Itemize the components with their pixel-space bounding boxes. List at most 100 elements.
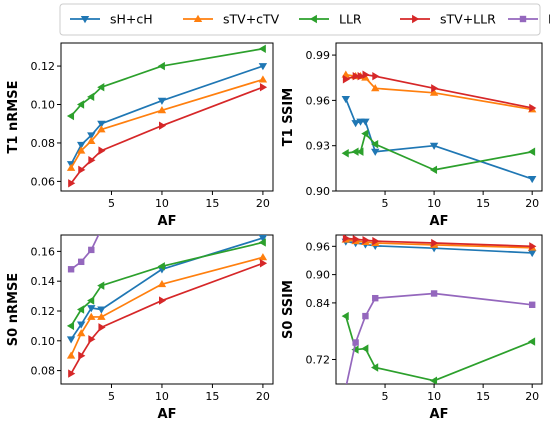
data-point-sh-ch bbox=[527, 175, 537, 184]
legend-entry-stv-llr: sTV+LLR bbox=[400, 12, 496, 27]
data-point-ls bbox=[372, 294, 379, 302]
data-point-ls bbox=[67, 266, 75, 273]
y-tick-label: 0.12 bbox=[31, 305, 56, 318]
data-point-stv-llr bbox=[98, 323, 106, 332]
data-point-sh-ch bbox=[429, 142, 439, 150]
data-point-stv-llr bbox=[372, 236, 380, 246]
y-tick-label: 0.72 bbox=[306, 353, 331, 366]
data-point-stv-llr bbox=[342, 75, 351, 84]
y-tick-label: 0.93 bbox=[306, 140, 331, 153]
series-line-sh-ch bbox=[70, 65, 264, 165]
data-point-stv-llr bbox=[352, 235, 360, 244]
data-point-stv-ctv bbox=[97, 312, 106, 320]
x-tick-label: 5 bbox=[382, 390, 389, 403]
x-axis-label: AF bbox=[430, 407, 449, 422]
data-point-llr bbox=[351, 345, 359, 354]
data-point-stv-ctv bbox=[97, 125, 106, 133]
series-line-sh-ch bbox=[70, 237, 264, 340]
data-point-stv-llr bbox=[352, 72, 360, 81]
data-point-ls bbox=[430, 290, 438, 297]
data-point-llr bbox=[87, 92, 95, 102]
data-point-stv-llr bbox=[88, 335, 96, 344]
series-line-llr bbox=[344, 315, 533, 382]
data-point-ls bbox=[528, 301, 536, 308]
panel-s0-nrmse: 5 10 15 20 0.08 0.10 0.12 0.14 0.16 AF S0 nRMSE bbox=[6, 234, 274, 422]
plot-area bbox=[66, 44, 268, 188]
panel-t1-nrmse: 5 10 15 20 0.06 0.08 0.10 0.12 AF T1 nRMSE bbox=[6, 42, 274, 229]
y-tick-label: 0.10 bbox=[31, 335, 56, 348]
data-point-stv-ctv bbox=[157, 279, 167, 288]
y-tick-label: 0.90 bbox=[306, 185, 331, 198]
legend-marker-sh-ch bbox=[80, 16, 90, 24]
y-tick-label: 0.08 bbox=[31, 365, 56, 378]
data-point-stv-ctv bbox=[258, 75, 268, 83]
legend-entry-stv-ctv: sTV+cTV bbox=[183, 12, 280, 27]
data-point-stv-llr bbox=[431, 84, 439, 93]
data-point-stv-ctv bbox=[87, 312, 96, 320]
data-point-ls bbox=[77, 258, 85, 266]
data-point-ls bbox=[352, 339, 359, 346]
legend-marker-llr bbox=[309, 14, 317, 24]
y-axis-label: S0 nRMSE bbox=[6, 273, 21, 346]
series-stv-ctv bbox=[66, 75, 268, 171]
y-tick-label: 0.99 bbox=[306, 49, 331, 62]
data-point-llr bbox=[157, 61, 165, 71]
y-axis-label: S0 SSIM bbox=[281, 280, 296, 339]
legend: sH+cH sTV+cTV LLR sTV+LLR LS bbox=[59, 3, 550, 36]
x-axis-label: AF bbox=[430, 214, 449, 229]
axes-frame bbox=[335, 42, 543, 192]
data-point-sh-ch bbox=[76, 141, 86, 150]
data-point-stv-ctv bbox=[66, 351, 76, 359]
legend-marker-stv-llr bbox=[412, 14, 420, 24]
data-point-stv-ctv bbox=[87, 136, 96, 144]
legend-label: sH+cH bbox=[110, 12, 153, 27]
data-point-llr bbox=[87, 296, 95, 305]
data-point-llr bbox=[157, 262, 165, 271]
data-point-llr bbox=[76, 100, 85, 109]
data-point-stv-llr bbox=[68, 179, 76, 188]
series-stv-ctv bbox=[66, 253, 268, 359]
series-line-stv-ctv bbox=[70, 256, 264, 357]
data-point-llr bbox=[66, 321, 75, 331]
y-tick-label: 0.10 bbox=[31, 99, 56, 112]
y-tick-label: 0.96 bbox=[306, 240, 331, 253]
y-tick-label: 0.96 bbox=[306, 94, 331, 107]
legend-label: sTV+LLR bbox=[440, 12, 496, 27]
series-sh-ch bbox=[66, 63, 268, 169]
series-stv-ctv bbox=[341, 70, 537, 113]
series-line-sh-ch bbox=[345, 98, 533, 180]
x-tick-label: 20 bbox=[525, 197, 539, 210]
series-line-ls bbox=[70, 235, 100, 270]
y-tick-label: 0.08 bbox=[31, 137, 56, 150]
y-tick-label: 0.16 bbox=[31, 245, 56, 258]
data-point-sh-ch bbox=[371, 148, 380, 156]
plot-area bbox=[341, 235, 537, 384]
series-stv-llr bbox=[342, 70, 537, 113]
plot-area bbox=[66, 235, 268, 378]
data-point-stv-llr bbox=[357, 72, 365, 81]
data-point-llr bbox=[361, 344, 369, 353]
data-point-sh-ch bbox=[361, 118, 370, 126]
data-point-sh-ch bbox=[341, 95, 351, 104]
data-point-stv-llr bbox=[372, 72, 380, 81]
data-point-stv-llr bbox=[88, 156, 96, 165]
series-stv-llr bbox=[68, 259, 268, 378]
data-point-llr bbox=[371, 139, 379, 149]
legend-entry-llr: LLR bbox=[299, 12, 362, 27]
x-axis-label: AF bbox=[158, 214, 177, 229]
data-point-llr bbox=[356, 147, 364, 156]
data-point-llr bbox=[97, 281, 105, 290]
y-tick-label: 0.90 bbox=[306, 269, 331, 282]
data-point-stv-llr bbox=[159, 121, 167, 130]
data-point-llr bbox=[258, 238, 266, 247]
series-line-llr bbox=[70, 47, 264, 117]
data-point-stv-ctv bbox=[371, 84, 380, 92]
y-axis-label: T1 nRMSE bbox=[6, 81, 21, 154]
data-point-llr bbox=[97, 83, 105, 92]
axes-frame bbox=[335, 234, 543, 385]
data-point-llr bbox=[76, 305, 85, 314]
data-point-stv-llr bbox=[259, 83, 268, 92]
data-point-stv-llr bbox=[78, 351, 86, 360]
axes-frame bbox=[60, 42, 274, 192]
data-point-stv-llr bbox=[529, 242, 537, 251]
